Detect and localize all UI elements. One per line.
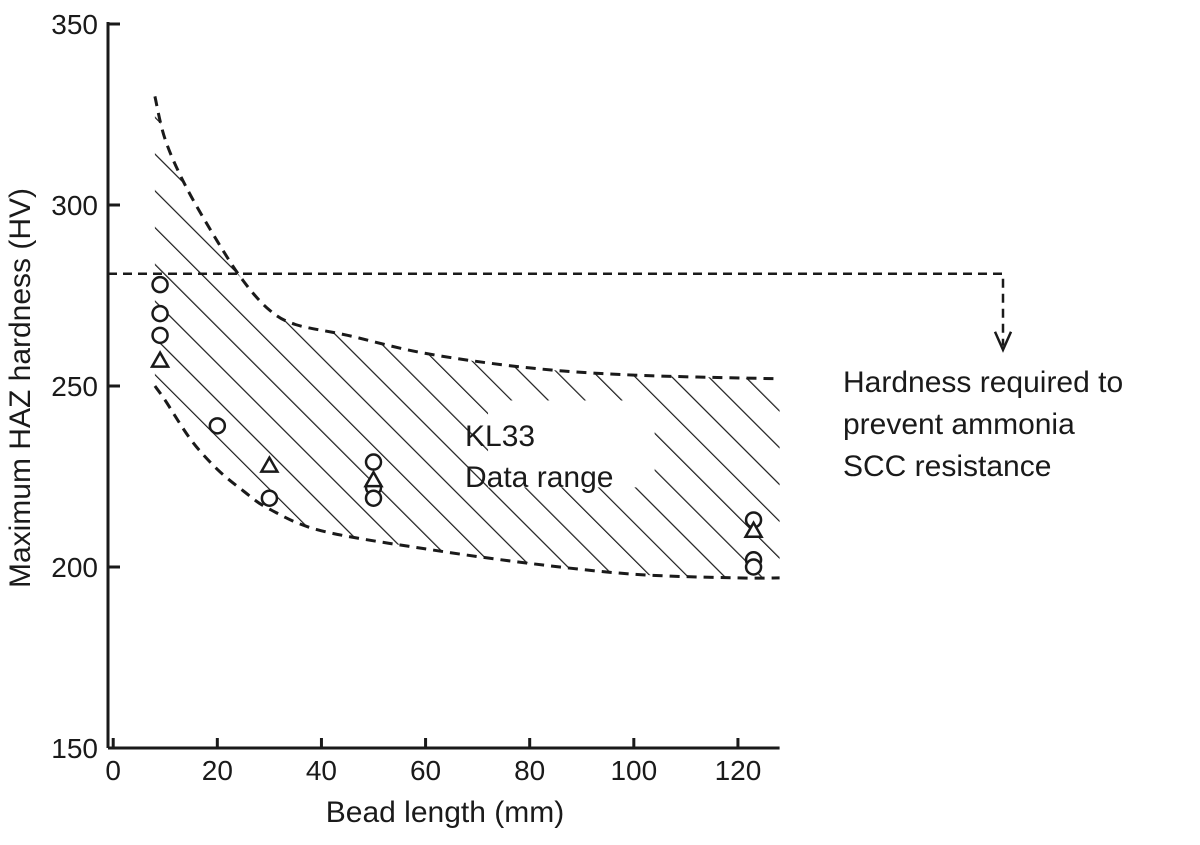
x-tick-label-120: 120 <box>715 755 762 786</box>
x-axis-title: Bead length (mm) <box>326 796 564 829</box>
circle-point-4 <box>260 489 279 507</box>
x-tick-label-40: 40 <box>306 755 337 786</box>
threshold-label-line1: Hardness required to <box>843 366 1123 399</box>
threshold-label-line2: prevent ammonia <box>843 408 1075 441</box>
x-tick-label-0: 0 <box>105 755 121 786</box>
x-tick-label-100: 100 <box>610 755 657 786</box>
circle-point-2 <box>151 326 169 345</box>
triangle-point-0 <box>149 350 171 368</box>
circle-point-5 <box>364 453 383 471</box>
x-tick-label-80: 80 <box>514 755 545 786</box>
threshold-arrow-icon <box>993 331 1013 353</box>
triangle-point-1 <box>259 455 280 473</box>
data-range-label-background <box>488 400 655 488</box>
x-tick-label-60: 60 <box>410 755 441 786</box>
data-range-upper-boundary <box>153 96 780 381</box>
y-axis-title: Maximum HAZ hardness (HV) <box>4 188 37 588</box>
circle-point-3 <box>208 417 227 435</box>
triangle-point-3 <box>743 520 764 539</box>
data-range-label-text: Data range <box>465 461 613 494</box>
circle-point-0 <box>151 275 169 294</box>
circle-point-1 <box>151 304 169 323</box>
circle-point-10 <box>744 558 763 576</box>
threshold-label-line3: SCC resistance <box>843 450 1051 483</box>
y-tick-label-250: 250 <box>51 371 98 402</box>
data-range-band <box>154 96 780 579</box>
y-tick-label-350: 350 <box>51 9 98 40</box>
triangle-point-2 <box>363 469 384 488</box>
x-tick-label-20: 20 <box>202 755 233 786</box>
y-tick-label-150: 150 <box>51 733 98 764</box>
data-range-label-kl33: KL33 <box>465 420 535 453</box>
y-tick-label-200: 200 <box>51 552 98 583</box>
data-range-lower-boundary <box>153 385 780 580</box>
y-tick-label-300: 300 <box>51 190 98 221</box>
circle-point-7 <box>364 489 383 507</box>
